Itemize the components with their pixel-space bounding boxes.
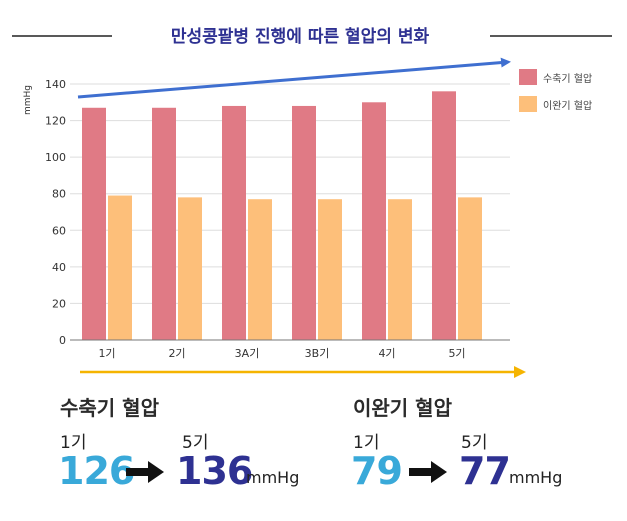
y-tick-labels: 0 20 40 60 80 100 120 140	[45, 78, 66, 347]
diastolic-to-stage: 5기	[461, 433, 488, 453]
y-tick-label: 120	[45, 115, 66, 128]
gridlines	[70, 83, 510, 304]
systolic-to-value: 136	[176, 449, 253, 493]
bar-diastolic-4	[318, 199, 342, 340]
x-tick-label: 4기	[378, 347, 395, 360]
legend: 수축기 혈압 이완기 혈압	[519, 69, 592, 112]
y-tick-label: 40	[52, 261, 66, 274]
bar-diastolic-5	[388, 199, 412, 340]
x-tick-label: 5기	[448, 347, 465, 360]
systolic-to-stage: 5기	[182, 433, 209, 453]
systolic-from-stage: 1기	[60, 433, 87, 453]
diastolic-from-value: 79	[351, 449, 403, 493]
right-arrow-icon	[409, 461, 447, 483]
bar-chart: 만성콩팥병 진행에 따른 혈압의 변화 mmHg 0 20 40 60 80 100 120…	[12, 26, 612, 378]
summary-diastolic: 이완기 혈압 1기 5기 79 77 mmHg	[313, 380, 627, 521]
bar-diastolic-6	[458, 197, 482, 340]
diastolic-summary-title: 이완기 혈압	[353, 396, 452, 420]
y-tick-label: 60	[52, 224, 66, 237]
systolic-from-value: 126	[58, 449, 135, 493]
summary-systolic: 수축기 혈압 1기 5기 126 136 mmHg	[0, 380, 313, 521]
legend-label-systolic: 수축기 혈압	[543, 72, 592, 85]
right-arrow-icon	[126, 461, 164, 483]
bars	[82, 91, 482, 341]
y-axis-label: mmHg	[23, 85, 33, 115]
bar-diastolic-1	[108, 195, 132, 340]
legend-swatch-diastolic	[519, 96, 537, 112]
x-tick-label: 1기	[98, 347, 115, 360]
legend-label-diastolic: 이완기 혈압	[543, 99, 592, 112]
bar-systolic-1	[82, 107, 106, 341]
y-tick-label: 80	[52, 188, 66, 201]
y-tick-label: 140	[45, 78, 66, 91]
y-tick-label: 0	[59, 334, 66, 347]
systolic-unit: mmHg	[246, 468, 300, 487]
bar-systolic-6	[432, 91, 456, 340]
bar-systolic-3	[222, 105, 246, 340]
bar-diastolic-2	[178, 197, 202, 340]
diastolic-to-value: 77	[459, 449, 511, 493]
bar-diastolic-3	[248, 199, 272, 340]
bar-systolic-2	[152, 107, 176, 341]
x-tick-label: 3A기	[235, 347, 260, 360]
x-tick-labels: 1기 2기 3A기 3B기 4기 5기	[98, 347, 465, 360]
bar-systolic-5	[362, 102, 386, 341]
diastolic-from-stage: 1기	[353, 433, 380, 453]
y-tick-label: 100	[45, 151, 66, 164]
systolic-summary-title: 수축기 혈압	[60, 396, 159, 420]
bar-systolic-4	[292, 105, 316, 340]
diastolic-unit: mmHg	[509, 468, 563, 487]
chart-title: 만성콩팥병 진행에 따른 혈압의 변화	[171, 26, 430, 47]
y-tick-label: 20	[52, 297, 66, 310]
legend-swatch-systolic	[519, 69, 537, 85]
x-tick-label: 3B기	[305, 347, 330, 360]
x-tick-label: 2기	[168, 347, 185, 360]
trend-arrow	[77, 57, 511, 99]
